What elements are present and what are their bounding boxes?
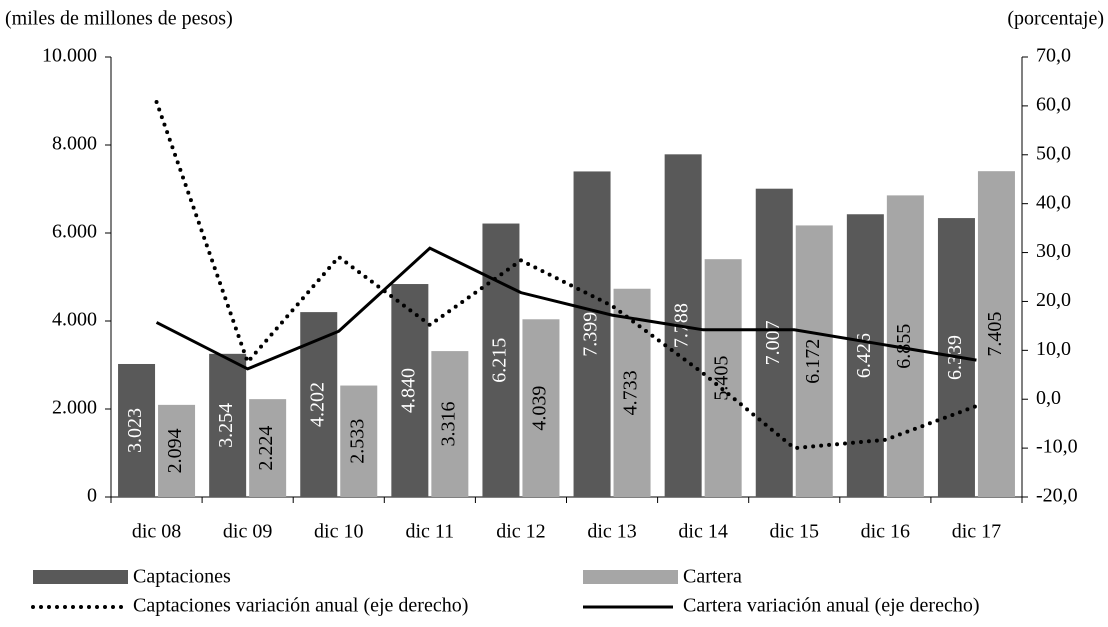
y2-tick-label: 70,0 <box>1036 45 1071 67</box>
bar-value-label: 6.426 <box>853 333 875 378</box>
x-tick-label: dic 16 <box>861 521 910 543</box>
y2-tick-label: 60,0 <box>1036 93 1071 115</box>
y-tick-label: 10.000 <box>42 45 97 67</box>
x-tick-label: dic 08 <box>132 521 181 543</box>
y2-tick-label: 30,0 <box>1036 240 1071 262</box>
bar <box>482 223 520 498</box>
bar-value-label: 4.840 <box>397 368 419 413</box>
y-tick-label: 0 <box>87 485 97 507</box>
x-tick-label: dic 09 <box>223 521 272 543</box>
bar <box>209 353 247 497</box>
x-tick-label: dic 17 <box>952 521 1001 543</box>
legend-swatch <box>33 570 128 584</box>
bar-value-label: 7.007 <box>762 320 784 365</box>
bar-value-label: 7.399 <box>580 312 602 357</box>
bar-value-label: 7.405 <box>984 312 1006 357</box>
legend-label: Cartera <box>683 566 742 588</box>
legend-label: Cartera variación anual (eje derecho) <box>683 595 979 617</box>
x-tick-label: dic 10 <box>314 521 363 543</box>
bar-value-label: 5.405 <box>711 356 733 401</box>
x-tick-label: dic 12 <box>496 521 545 543</box>
y2-tick-label: 10,0 <box>1036 338 1071 360</box>
bar-value-label: 3.023 <box>124 408 146 453</box>
x-tick-label: dic 11 <box>405 521 454 543</box>
bar <box>249 399 287 497</box>
y2-tick-label: 20,0 <box>1036 289 1071 311</box>
bar-value-label: 2.094 <box>164 428 186 473</box>
legend-label: Captaciones <box>133 566 231 588</box>
bar <box>573 171 611 497</box>
x-tick-label: dic 13 <box>587 521 636 543</box>
bar-value-label: 3.316 <box>437 402 459 447</box>
legend-swatch <box>583 570 678 584</box>
x-tick-label: dic 14 <box>678 521 727 543</box>
bar-value-label: 4.202 <box>306 382 328 427</box>
bar-value-label: 4.733 <box>620 370 642 415</box>
bar <box>977 171 1015 497</box>
y-tick-label: 4.000 <box>52 309 97 331</box>
y2-tick-label: -20,0 <box>1036 485 1078 507</box>
x-tick-label: dic 15 <box>770 521 819 543</box>
bar <box>613 288 651 497</box>
bar <box>846 214 884 498</box>
bar-value-label: 2.224 <box>255 426 277 471</box>
y2-tick-label: 40,0 <box>1036 191 1071 213</box>
line <box>155 246 977 371</box>
y-tick-label: 8.000 <box>52 133 97 155</box>
y-tick-label: 6.000 <box>52 221 97 243</box>
bar-value-label: 2.533 <box>346 419 368 464</box>
y2-tick-label: 50,0 <box>1036 142 1071 164</box>
bar-value-label: 3.254 <box>215 403 237 448</box>
y-tick-label: 2.000 <box>52 397 97 419</box>
bar <box>795 225 833 497</box>
line <box>154 99 979 451</box>
bar-value-label: 4.039 <box>529 386 551 431</box>
legend-label: Captaciones variación anual (eje derecho… <box>133 595 468 617</box>
bar <box>522 319 560 497</box>
bar <box>340 385 378 497</box>
bar <box>158 404 196 497</box>
bar-value-label: 6.172 <box>802 339 824 384</box>
bar <box>300 312 338 497</box>
bar <box>118 363 156 497</box>
bar <box>431 351 469 497</box>
y2-tick-label: -10,0 <box>1036 436 1078 458</box>
bar-value-label: 6.215 <box>489 338 511 383</box>
bar-value-label: 6.855 <box>893 324 915 369</box>
y2-axis-label: (porcentaje) <box>1007 8 1104 30</box>
y-axis-label: (miles de millones de pesos) <box>5 8 233 30</box>
bar <box>755 188 793 497</box>
y2-tick-label: 0,0 <box>1036 387 1061 409</box>
